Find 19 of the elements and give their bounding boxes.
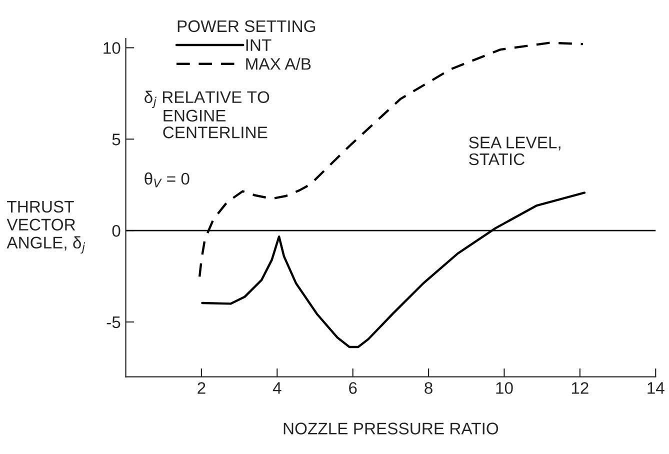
legend-title: POWER SETTING	[178, 20, 316, 32]
y-tick-label: -5	[106, 316, 120, 328]
x-tick-label: 4	[272, 382, 282, 394]
y-axis-title: THRUST VECTOR ANGLE, δ$_{j}$	[6, 200, 86, 254]
x-tick-label: 12	[572, 382, 588, 394]
annotation: SEA LEVEL, STATIC	[469, 136, 560, 166]
annotation: θ$_{V}$ = 0	[144, 172, 190, 188]
y-tick-label: 0	[112, 224, 120, 237]
y-tick-label: 5	[112, 134, 120, 146]
annotation: δ$_{j}$ RELATIVE TO ENGINE CENTERLINE	[144, 90, 270, 138]
x-tick-label: 2	[198, 382, 206, 394]
x-tick-label: 8	[424, 382, 432, 394]
legend-label: MAX A/B	[246, 58, 311, 70]
x-tick-label: 6	[349, 382, 357, 394]
x-tick-label: 14	[648, 382, 664, 394]
x-axis-title: NOZZLE PRESSURE RATIO	[284, 422, 498, 434]
legend-label: INT	[246, 39, 272, 51]
y-tick-label: 10	[104, 42, 120, 54]
x-tick-label: 10	[496, 382, 513, 394]
